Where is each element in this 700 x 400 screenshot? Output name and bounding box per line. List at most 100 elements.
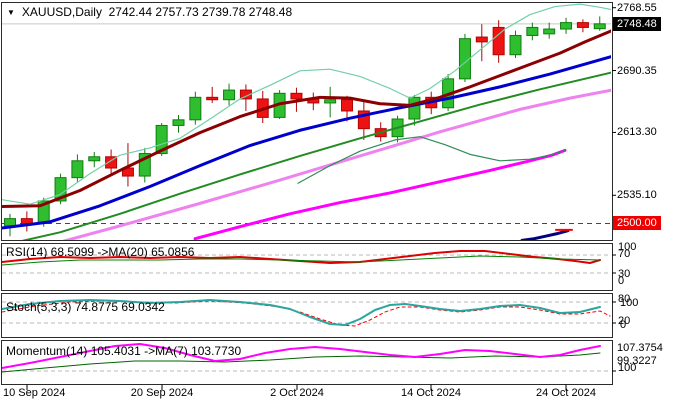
- candle-body: [290, 92, 303, 100]
- date-label: 20 Sep 2024: [130, 387, 194, 399]
- candle-body: [593, 23, 606, 30]
- candle: [408, 94, 421, 126]
- candle: [172, 114, 185, 133]
- candle-body: [138, 153, 151, 177]
- rsi-axis-label: 30: [618, 268, 631, 280]
- candle: [71, 154, 84, 182]
- stoch-axis-label: 100: [620, 296, 639, 309]
- momentum-line: [2, 343, 601, 369]
- stoch-indicator-label: Stoch(5,3,3) 74.8775 69.0342: [6, 300, 165, 314]
- title-ohlc-values: 2742.44 2757.73 2739.78 2748.48: [108, 5, 293, 19]
- momentum-axis-label: 100: [618, 361, 637, 374]
- momentum-indicator-label: Momentum(14) 105.4031 ->MA(7) 103.7730: [6, 344, 242, 358]
- ma-navy: [520, 229, 570, 240]
- momentum-ma-line: [2, 352, 601, 373]
- price-level-badge: 2500.00: [613, 216, 661, 231]
- ma-magenta: [193, 148, 567, 240]
- candle: [239, 84, 252, 111]
- candle: [576, 19, 589, 33]
- ma-plum: [62, 88, 611, 240]
- date-label: 10 Sep 2024: [3, 387, 66, 399]
- candle: [189, 91, 202, 125]
- stoch-axis-label: 0: [620, 318, 627, 331]
- momentum-axis-label: 107.3754: [617, 341, 663, 354]
- candle-body: [492, 26, 505, 56]
- ma-green: [21, 71, 611, 240]
- price-chart-panel-border: [1, 2, 613, 241]
- stoch-panel-area[interactable]: [2, 299, 611, 327]
- chart-title-bar: ▼ XAUUSD,Daily 2742.44 2757.73 2739.78 27…: [7, 5, 292, 19]
- candle-body: [189, 96, 202, 121]
- candle-body: [155, 124, 168, 155]
- price-axis-label: 2535.10: [617, 189, 657, 202]
- main-chart-area[interactable]: [0, 3, 612, 247]
- candlestick-series: [4, 16, 606, 237]
- date-label: 14 Oct 2024: [401, 387, 461, 399]
- candle: [20, 211, 33, 232]
- candle-body: [408, 96, 421, 120]
- momentum-axis-label: 99.3227: [617, 355, 657, 367]
- candle: [138, 147, 151, 183]
- candle: [223, 83, 236, 106]
- candle-body: [4, 218, 16, 227]
- candle: [593, 16, 606, 31]
- candle: [526, 22, 539, 41]
- momentum-panel-area[interactable]: [2, 343, 611, 373]
- candle: [307, 92, 320, 111]
- rsi-panel-area[interactable]: [2, 250, 611, 274]
- price-axis-label: 2613.30: [617, 126, 657, 139]
- candle-body: [341, 99, 353, 112]
- date-label: 2 Oct 2024: [270, 387, 324, 399]
- stoch-main-line: [2, 299, 601, 326]
- candle: [206, 86, 219, 103]
- candle-body: [458, 38, 471, 80]
- price-axis-label: 2768.55: [617, 1, 657, 14]
- price-axis-label: 2690.35: [617, 64, 657, 77]
- ma-teal-upper: [2, 3, 611, 205]
- candle-body: [54, 177, 67, 202]
- candle-body: [560, 22, 573, 30]
- rsi-ma-line: [2, 255, 601, 266]
- ma-blue: [2, 55, 611, 230]
- rsi-axis-label: 70: [618, 247, 631, 260]
- momentum-panel-border: [1, 340, 613, 385]
- rsi-panel-border: [1, 243, 613, 291]
- candle-body: [543, 28, 556, 35]
- candle-body: [239, 89, 252, 100]
- candle: [324, 86, 337, 118]
- candle-body: [105, 156, 118, 169]
- candle: [509, 30, 522, 58]
- candle-body: [172, 119, 185, 126]
- candle: [492, 20, 505, 63]
- candle-body: [357, 110, 370, 130]
- candle: [341, 95, 353, 122]
- candle-body: [509, 34, 522, 56]
- candle: [543, 22, 556, 39]
- candle-body: [475, 36, 488, 43]
- candle-body: [206, 96, 219, 101]
- candle: [88, 151, 101, 168]
- candle-body: [223, 89, 236, 101]
- stoch-axis-label: 80: [618, 293, 631, 305]
- candle: [105, 149, 118, 175]
- date-label: 24 Oct 2024: [536, 387, 596, 399]
- candle-body: [324, 99, 337, 104]
- current-price-badge: 2748.48: [613, 16, 661, 31]
- candle-body: [526, 26, 539, 36]
- stoch-axis-label: 20: [618, 314, 631, 327]
- rsi-indicator-label: RSI(14) 68.5099 ->MA(20) 65.0856: [6, 245, 195, 259]
- candle-body: [576, 22, 589, 28]
- ma-seagreen-thin: [297, 136, 566, 184]
- candle-body: [71, 160, 84, 179]
- collapse-arrow-icon[interactable]: ▼: [7, 8, 15, 17]
- candle: [458, 33, 471, 83]
- candle-body: [20, 218, 33, 224]
- candle: [475, 24, 488, 62]
- candle-body: [88, 156, 101, 162]
- symbol-title: XAUUSD,Daily: [21, 5, 102, 19]
- rsi-line: [2, 250, 601, 264]
- candle: [560, 17, 573, 34]
- candle: [357, 100, 370, 140]
